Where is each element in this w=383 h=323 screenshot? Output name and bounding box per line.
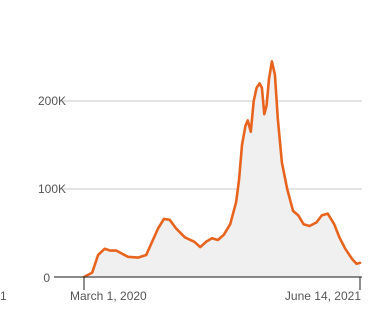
- left-edge-tick-label-fragment: 1: [0, 289, 7, 303]
- area-fill: [84, 61, 360, 278]
- y-tick-label-200k: 200K: [38, 94, 66, 108]
- series-line: [82, 60, 362, 279]
- x-tick-label-start: March 1, 2020: [70, 289, 147, 303]
- y-tick-label-100k: 100K: [38, 182, 66, 196]
- gridlines: [62, 100, 362, 190]
- x-axis: March 1, 2020 June 14, 2021 1: [0, 276, 362, 303]
- y-tick-label-0: 0: [43, 271, 50, 285]
- y-tick-labels: 200K 100K 0: [38, 94, 66, 285]
- series-layer: [82, 60, 362, 279]
- x-tick-label-end: June 14, 2021: [285, 289, 361, 303]
